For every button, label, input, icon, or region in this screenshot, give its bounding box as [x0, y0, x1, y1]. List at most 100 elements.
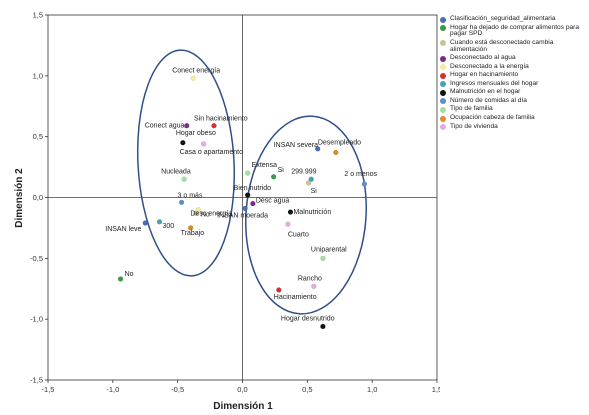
point-label: Conect energía — [172, 67, 220, 74]
data-point — [190, 75, 196, 81]
legend-label: Tipo de familia — [450, 105, 493, 113]
x-tick-label: -1,0 — [106, 385, 119, 394]
point-label: Nucleada — [161, 168, 191, 175]
legend-item: Malnutrición en el hogar — [440, 89, 586, 96]
point-label: 2 o menos — [344, 171, 377, 178]
data-point — [311, 283, 317, 290]
x-tick-label: -0,5 — [171, 385, 184, 394]
y-tick-label: -1,5 — [30, 376, 43, 385]
point-label: Uniparental — [311, 246, 347, 253]
point-label: 300 — [163, 223, 175, 230]
legend-item: Hogar en hacinamiento — [440, 71, 586, 79]
x-tick-label: -1,5 — [42, 385, 55, 394]
legend-swatch — [440, 98, 446, 105]
data-point — [308, 176, 314, 182]
point-label: No — [125, 271, 134, 278]
legend-item: Ocupación cabeza de familia — [440, 114, 586, 122]
legend-label: Malnutrición en el hogar — [450, 88, 521, 96]
data-point — [285, 221, 291, 227]
data-point — [287, 209, 294, 215]
legend-swatch — [440, 72, 446, 79]
point-label: Si — [278, 167, 285, 174]
legend-item: Desconectado a la energía — [440, 62, 586, 71]
legend-swatch — [440, 124, 446, 131]
data-point — [244, 192, 251, 198]
legend-label: Ocupación cabeza de familia — [450, 114, 535, 121]
point-label: Hogar obeso — [176, 130, 216, 137]
data-point — [156, 219, 163, 225]
legend-label: Desconectado al agua — [450, 54, 516, 62]
data-point — [333, 149, 339, 156]
data-point — [178, 199, 185, 206]
y-tick-label: -0,5 — [30, 254, 43, 263]
data-point — [276, 287, 282, 293]
legend-item: Cuando está desconectado cambia alimenta… — [440, 38, 586, 54]
legend-label: Cuando está desconectado cambia alimenta… — [450, 38, 554, 53]
data-point — [193, 210, 199, 217]
point-label: 299.999 — [291, 168, 316, 175]
legend-label: Hogar en hacinamiento — [450, 71, 519, 79]
point-label: Desempleado — [318, 139, 361, 146]
point-label: 3 o más — [178, 192, 203, 199]
point-label: Si — [311, 188, 318, 195]
point-label: Sin hacinamiento — [194, 116, 248, 123]
legend-label: Clasificación_seguridad_alimentaria — [450, 15, 556, 22]
legend-swatch — [440, 25, 446, 32]
legend-swatch — [440, 55, 446, 62]
point-label: INSAN severa — [274, 142, 318, 149]
point-label: Casa o apartamento — [180, 149, 244, 156]
point-label: Hogar desnutrido — [281, 315, 335, 322]
legend-label: Número de comidas al día — [450, 96, 527, 104]
data-point — [181, 176, 187, 182]
point-label: Malnutrición — [293, 209, 331, 216]
data-point — [320, 323, 326, 330]
y-tick-label: 0,5 — [33, 132, 43, 141]
legend-swatch — [440, 64, 446, 71]
legend-item: Clasificación_seguridad_alimentaria — [440, 15, 586, 23]
legend-item: Desconectado al agua — [440, 54, 586, 62]
data-point — [242, 205, 248, 212]
point-label: Desc energía — [190, 211, 232, 218]
data-point — [180, 140, 186, 146]
point-label: Desc agua — [256, 198, 290, 205]
legend-swatch — [440, 16, 446, 23]
legend-swatch — [440, 106, 446, 113]
data-point — [250, 200, 256, 207]
point-label: Hacinamiento — [274, 294, 317, 301]
data-point — [315, 146, 321, 152]
y-tick-label: 1,5 — [33, 11, 43, 20]
chart-plot: -1,5 -1,0 -0,5 0,0 0,5 1,0 1,5 1,5 1,0 0,5 0,0 -0,5… — [14, 11, 440, 413]
legend-swatch — [440, 40, 446, 47]
legend-swatch — [440, 81, 446, 88]
x-tick-label: 0,0 — [237, 385, 247, 394]
cluster-ellipse-left — [136, 49, 236, 277]
chart-legend: Clasificación_seguridad_alimentaria Hogar… — [440, 15, 586, 132]
legend-item: Ingresos mensuales del hogar — [440, 79, 586, 88]
legend-label: Ingresos mensuales del hogar — [450, 79, 539, 87]
data-point — [184, 123, 190, 129]
legend-label: Tipo de vivienda — [450, 122, 498, 130]
data-point — [142, 220, 148, 226]
data-point — [200, 141, 207, 147]
point-label: Extensa — [252, 162, 277, 169]
cluster-ellipse-right — [244, 115, 368, 315]
point-label: Cuarto — [288, 231, 309, 238]
y-tick-label: 0,0 — [33, 193, 43, 202]
legend-label: Desconectado a la energía — [450, 62, 529, 70]
legend-item: Tipo de vivienda — [440, 122, 586, 131]
data-point — [361, 181, 368, 187]
point-label: No — [201, 211, 210, 218]
data-point — [211, 123, 217, 129]
y-axis-title: Dimensión 2 — [14, 168, 25, 228]
x-tick-label: 0,5 — [302, 385, 312, 394]
data-point — [244, 170, 251, 176]
y-tick-label: 1,0 — [33, 71, 43, 80]
data-point — [195, 206, 202, 213]
data-point — [187, 225, 194, 231]
data-point — [320, 255, 326, 262]
legend-swatch — [440, 115, 446, 122]
x-tick-label: 1,0 — [367, 385, 377, 394]
point-label: Rancho — [298, 275, 322, 282]
point-label: Conect agua — [145, 123, 185, 130]
data-point — [305, 180, 312, 186]
